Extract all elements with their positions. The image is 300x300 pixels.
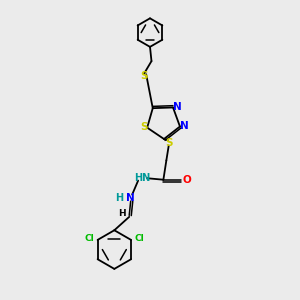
Text: S: S xyxy=(140,71,148,81)
Text: S: S xyxy=(166,138,173,148)
Text: HN: HN xyxy=(134,173,151,183)
Text: N: N xyxy=(126,193,135,202)
Text: S: S xyxy=(140,122,147,132)
Text: O: O xyxy=(182,175,191,185)
Text: N: N xyxy=(173,102,182,112)
Text: N: N xyxy=(180,121,189,131)
Text: H: H xyxy=(115,194,123,203)
Text: H: H xyxy=(118,209,126,218)
Text: Cl: Cl xyxy=(84,234,94,243)
Text: Cl: Cl xyxy=(134,234,144,243)
